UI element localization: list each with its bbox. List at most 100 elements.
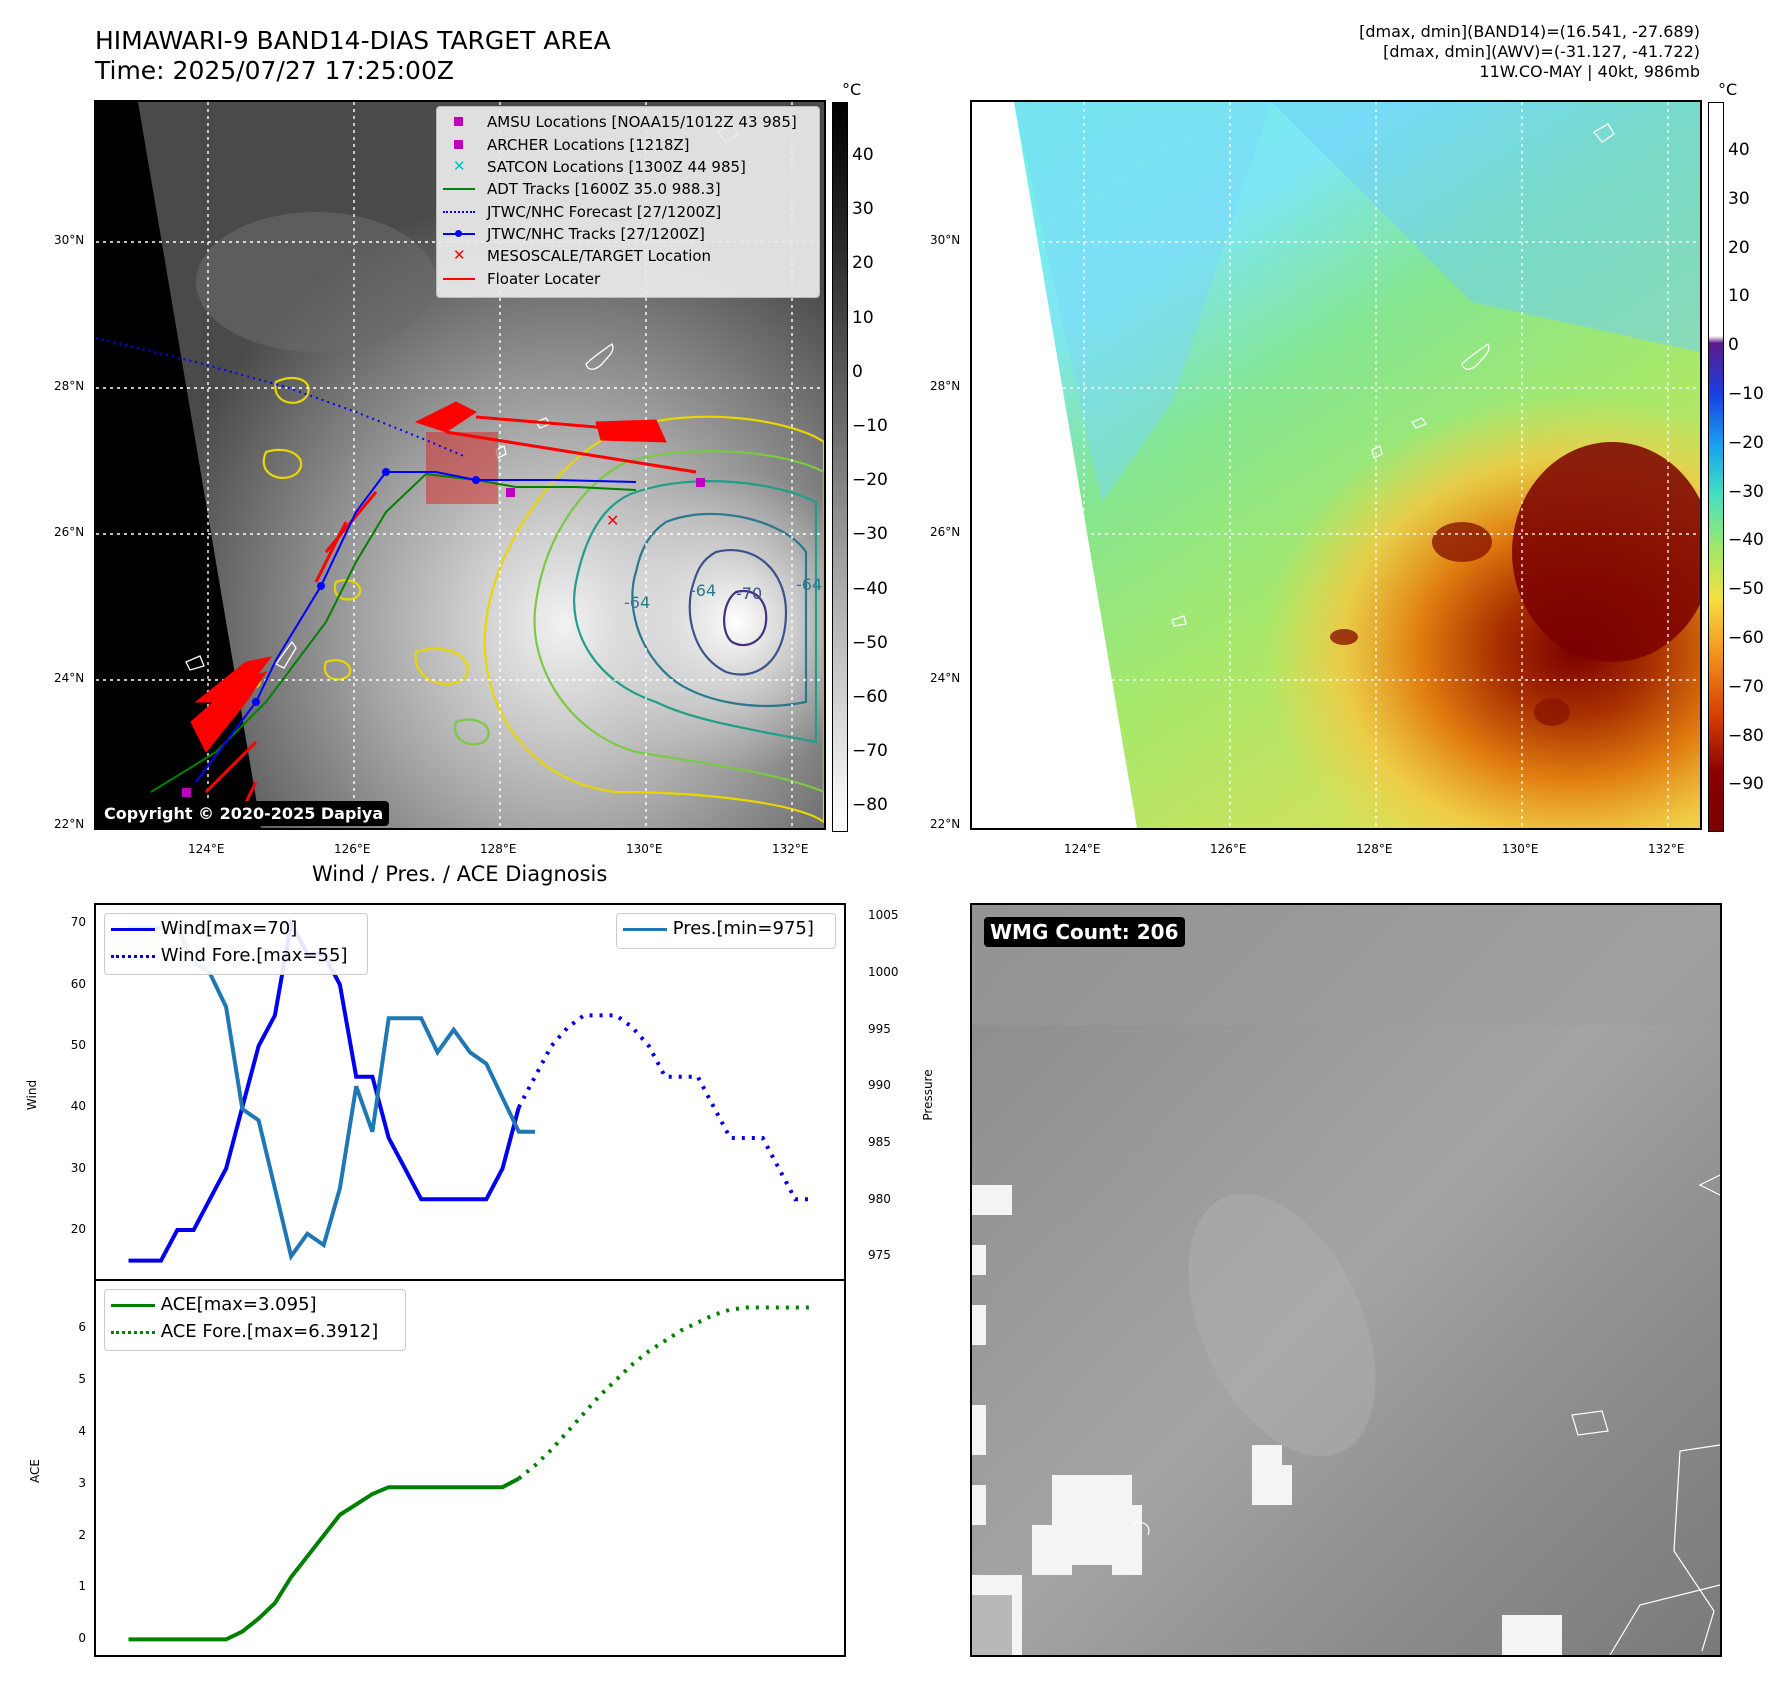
pressure-axis-tick-2: 995 bbox=[868, 1021, 891, 1036]
ace-series-0 bbox=[128, 1476, 520, 1642]
colorbar-left-tick-9: −50 bbox=[852, 632, 888, 653]
colorbar-left-tick-6: −20 bbox=[852, 470, 888, 491]
colorbar-right-tick-12: −80 bbox=[1728, 725, 1764, 746]
ace-legend: ACE[max=3.095] ACE Fore.[max=6.3912] bbox=[104, 1289, 406, 1351]
colorbar-left-tick-5: −10 bbox=[852, 416, 888, 436]
copyright-badge: Copyright © 2020-2025 Dapiya bbox=[98, 801, 390, 826]
ace-axis-tick-2: 4 bbox=[78, 1423, 86, 1438]
colorbar-right-unit: °C bbox=[1718, 80, 1738, 99]
wind-axis-tick-2: 50 bbox=[70, 1038, 86, 1053]
lat-label-30: 30°N bbox=[54, 233, 85, 247]
wind-axis-tick-1: 60 bbox=[70, 976, 86, 991]
colorbar-right-tick-13: −90 bbox=[1728, 774, 1764, 795]
adt-track bbox=[150, 472, 637, 793]
wind-axis-tick-3: 40 bbox=[70, 1099, 86, 1114]
ace-axis-tick-5: 1 bbox=[78, 1579, 86, 1594]
ace-chart bbox=[128, 1305, 812, 1642]
colorbar-right-tick-10: −60 bbox=[1728, 628, 1764, 648]
lon-label-132: 132°E bbox=[772, 842, 809, 856]
wp-series-2 bbox=[128, 925, 535, 1262]
wind-axis-label: Wind bbox=[25, 1079, 39, 1111]
ace-series-1 bbox=[517, 1305, 812, 1481]
title-line-1: HIMAWARI-9 BAND14-DIAS TARGET AREA bbox=[95, 26, 611, 55]
lat-label-24: 24°N bbox=[54, 671, 85, 685]
target-box bbox=[426, 432, 498, 504]
colorbar-right-tick-2: 20 bbox=[1728, 237, 1750, 258]
legend-floater: Floater Locater bbox=[437, 268, 817, 290]
wind-axis-tick-5: 20 bbox=[70, 1221, 86, 1236]
ace-axis-tick-4: 2 bbox=[78, 1527, 86, 1542]
colorbar-right-tick-6: −20 bbox=[1728, 432, 1764, 453]
pressure-axis-tick-5: 980 bbox=[868, 1191, 891, 1206]
colorbar-left-unit: °C bbox=[842, 80, 862, 99]
awv-lat-label-28: 28°N bbox=[930, 379, 961, 393]
main-title: HIMAWARI-9 BAND14-DIAS TARGET AREA Time: … bbox=[95, 26, 611, 86]
pressure-axis-label: Pressure bbox=[921, 1069, 935, 1121]
colorbar-right-tick-7: −30 bbox=[1728, 481, 1764, 502]
lat-label-22: 22°N bbox=[54, 817, 85, 831]
colorbar-right-tick-8: −40 bbox=[1728, 530, 1764, 551]
title-line-2: Time: 2025/07/27 17:25:00Z bbox=[95, 56, 454, 85]
ace-axis-label: ACE bbox=[28, 1459, 42, 1483]
colorbar-right-tick-1: 30 bbox=[1728, 188, 1750, 209]
awv-lon-label-132: 132°E bbox=[1648, 842, 1685, 856]
diagnosis-title: Wind / Pres. / ACE Diagnosis bbox=[312, 862, 608, 886]
awv-grid bbox=[972, 102, 1700, 828]
lon-label-124: 124°E bbox=[188, 842, 225, 856]
colorbar-left-tick-7: −30 bbox=[852, 524, 888, 545]
wmg-coastlines bbox=[1131, 1174, 1720, 1655]
awv-lon-label-128: 128°E bbox=[1356, 842, 1393, 856]
wind-pressure-panel: Wind[max=70] Wind Fore.[max=55] Pres.[mi… bbox=[94, 903, 846, 1281]
colorbar-left-tick-12: −80 bbox=[852, 795, 888, 816]
stats-line-3: 11W.CO-MAY | 40kt, 986mb bbox=[1479, 62, 1700, 81]
colorbar-right-tick-4: 0 bbox=[1728, 335, 1739, 356]
wmg-count-badge: WMG Count: 206 bbox=[984, 917, 1185, 947]
awv-lat-label-24: 24°N bbox=[930, 671, 961, 685]
ace-panel: ACE[max=3.095] ACE Fore.[max=6.3912] bbox=[94, 1279, 846, 1657]
jtwc-track-points bbox=[252, 468, 480, 706]
archer-marker-2 bbox=[182, 788, 191, 797]
colorbar-left-tick-4: 0 bbox=[852, 361, 863, 382]
colorbar-left-tick-10: −60 bbox=[852, 687, 888, 707]
map-legend: AMSU Locations [NOAA15/1012Z 43 985] ARC… bbox=[436, 106, 820, 298]
colorbar-right bbox=[1708, 102, 1724, 832]
colorbar-left-tick-11: −70 bbox=[852, 741, 888, 762]
floater-locater bbox=[190, 401, 697, 823]
archer-marker bbox=[506, 488, 515, 497]
colorbar-right-tick-5: −10 bbox=[1728, 384, 1764, 404]
ace-axis-tick-3: 3 bbox=[78, 1475, 86, 1490]
contour-label-3: -70 bbox=[736, 584, 762, 603]
colorbar-left-tick-0: 40 bbox=[852, 145, 874, 165]
legend-adt: ADT Tracks [1600Z 35.0 988.3] bbox=[437, 178, 817, 200]
colorbar-left-tick-2: 20 bbox=[852, 253, 874, 274]
lon-label-126: 126°E bbox=[334, 842, 371, 856]
pressure-axis-tick-1: 1000 bbox=[868, 965, 899, 979]
pressure-axis-tick-0: 1005 bbox=[868, 908, 899, 923]
pressure-axis-tick-6: 975 bbox=[868, 1248, 891, 1263]
awv-map bbox=[972, 102, 1700, 828]
wind-axis-tick-0: 70 bbox=[70, 915, 86, 930]
ace-axis-tick-1: 5 bbox=[78, 1371, 86, 1386]
colorbar-right-tick-11: −70 bbox=[1728, 676, 1764, 697]
wp-series-1 bbox=[517, 1013, 812, 1202]
legend-wind: Wind[max=70] bbox=[111, 918, 297, 944]
contour-label-2: -64 bbox=[624, 593, 650, 612]
legend-amsu: AMSU Locations [NOAA15/1012Z 43 985] bbox=[437, 111, 817, 133]
wmg-image bbox=[972, 905, 1720, 1655]
target-x-marker: ✕ bbox=[606, 511, 619, 530]
legend-forecast: JTWC/NHC Forecast [27/1200Z] bbox=[437, 201, 817, 223]
legend-pressure: Pres.[min=975] bbox=[623, 918, 814, 944]
wind-axis-tick-4: 30 bbox=[70, 1160, 86, 1175]
pressure-axis-tick-3: 990 bbox=[868, 1078, 891, 1093]
awv-lat-label-26: 26°N bbox=[930, 525, 961, 539]
jtwc-track bbox=[195, 471, 637, 783]
legend-ace: ACE[max=3.095] bbox=[111, 1294, 317, 1320]
awv-coastlines bbox=[1171, 123, 1615, 627]
colorbar-left-tick-1: 30 bbox=[852, 199, 874, 220]
ace-axis-tick-0: 6 bbox=[78, 1319, 86, 1334]
stats-line-1: [dmax, dmin](BAND14)=(16.541, -27.689) bbox=[1359, 22, 1700, 41]
colorbar-left bbox=[832, 102, 848, 832]
lon-label-128: 128°E bbox=[480, 842, 517, 856]
lat-label-26: 26°N bbox=[54, 525, 85, 539]
stats-line-2: [dmax, dmin](AWV)=(-31.127, -41.722) bbox=[1383, 42, 1700, 61]
